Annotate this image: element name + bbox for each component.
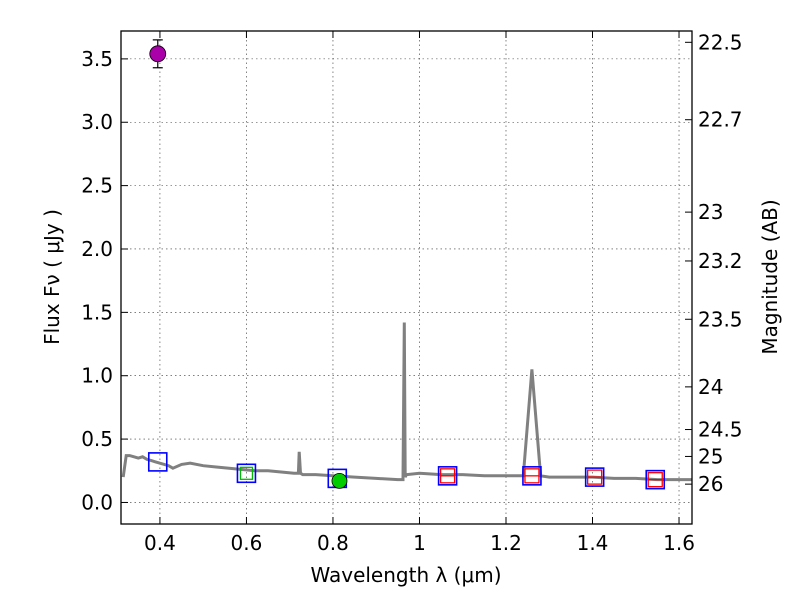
x-tick-label: 1.2 [490, 531, 522, 555]
spectrum-line [121, 322, 692, 482]
detected-flux-point [331, 473, 348, 489]
y-tick-label: 3.5 [81, 47, 113, 71]
plot-frame [120, 30, 693, 525]
x-axis-label: Wavelength λ (μm) [310, 563, 501, 587]
model-flux-box [437, 466, 458, 486]
y-tick-label: 1.0 [81, 364, 113, 388]
model-flux-box [522, 466, 542, 486]
model-flux-box [236, 463, 257, 484]
lower-limit-marker [239, 466, 254, 480]
grid [121, 31, 692, 524]
model-flux-box [584, 467, 605, 487]
labels: Wavelength λ (μm) Flux Fν ( μJy ) Magnit… [40, 199, 782, 587]
magnitude-tick-label: 24.5 [698, 418, 743, 442]
model-flux-box [147, 452, 168, 472]
y-tick-label: 3.0 [81, 110, 113, 134]
magnitude-tick-label: 23.2 [698, 249, 743, 273]
data-layer [121, 39, 692, 490]
measured-flux-point [149, 45, 167, 63]
x-tick-label: 0.4 [144, 531, 176, 555]
magnitude-tick-label: 25 [698, 444, 723, 468]
x-tick-label: 1.6 [663, 531, 695, 555]
magnitude-axis-label: Magnitude (AB) [758, 199, 782, 354]
x-tick-label: 0.6 [231, 531, 263, 555]
magnitude-tick-label: 24 [698, 375, 723, 399]
magnitude-tick-label: 26 [698, 472, 723, 496]
model-flux-box [645, 469, 666, 490]
x-tick-label: 0.8 [317, 531, 349, 555]
y-axis-label: Flux Fν ( μJy ) [40, 209, 64, 345]
y-tick-label: 2.5 [81, 174, 113, 198]
x-tick-label: 1.4 [577, 531, 609, 555]
ticks: 0.4 0.6 0.8 1 1.2 1.4 1.6 0.0 0.5 1.0 1.5 2.0 2.5 3.0… [81, 30, 742, 555]
y-tick-label: 0.0 [81, 490, 113, 514]
y-tick-label: 2.0 [81, 237, 113, 261]
magnitude-tick-label: 22.7 [698, 108, 743, 132]
magnitude-tick-label: 23.5 [698, 307, 743, 331]
x-tick-label: 1 [413, 531, 426, 555]
y-tick-label: 0.5 [81, 427, 113, 451]
y-tick-label: 1.5 [81, 300, 113, 324]
magnitude-tick-label: 23 [698, 200, 723, 224]
magnitude-tick-label: 22.5 [698, 30, 743, 54]
